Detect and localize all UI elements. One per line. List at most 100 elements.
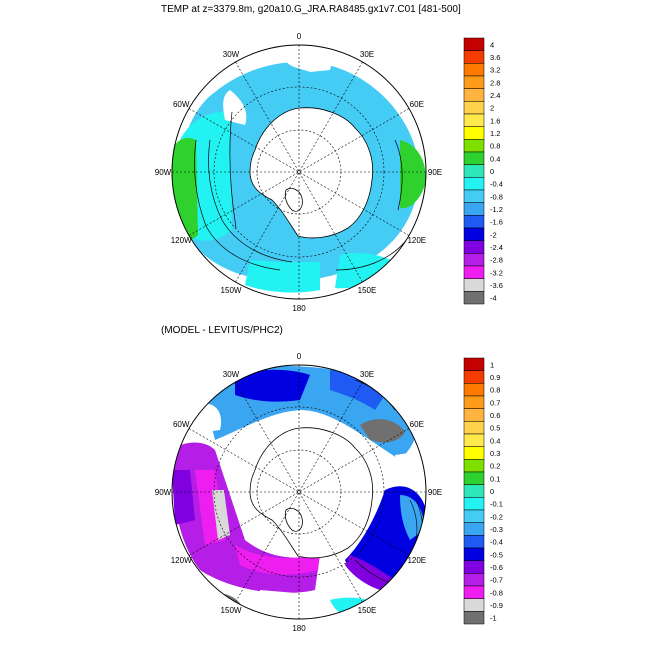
colorbar-tick-label: -0.6 — [490, 563, 503, 572]
panel-title: (MODEL - LEVITUS/PHC2) — [161, 325, 283, 336]
colorbar-swatch — [463, 253, 485, 267]
colorbar-tick-label: 0.3 — [490, 449, 500, 458]
longitude-label: 30W — [223, 50, 240, 59]
longitude-label: 60W — [173, 100, 190, 109]
colorbar-swatch — [463, 139, 485, 153]
colorbar-swatch — [463, 522, 485, 536]
colorbar-swatch — [463, 421, 485, 435]
colorbar-swatch — [463, 189, 485, 203]
colorbar-tick-label: -0.4 — [490, 538, 503, 547]
colorbar-tick-label: 0.1 — [490, 474, 500, 483]
map-graticule — [172, 365, 426, 619]
colorbar-tick-label: -4 — [490, 294, 497, 303]
colorbar-swatch — [463, 395, 485, 409]
colorbar-tick-label: -0.8 — [490, 588, 503, 597]
colorbar-tick-label: 2.4 — [490, 91, 500, 100]
longitude-label: 180 — [292, 624, 306, 633]
colorbar-tick-label: 1.2 — [490, 129, 500, 138]
longitude-label: 150W — [221, 606, 242, 615]
colorbar-swatch — [463, 459, 485, 473]
colorbar-swatch — [463, 202, 485, 216]
longitude-label: 90E — [428, 488, 442, 497]
colorbar-tick-label: -2.4 — [490, 243, 503, 252]
colorbar-swatch — [463, 75, 485, 89]
colorbar-tick-label: 0.9 — [490, 373, 500, 382]
longitude-label: 60E — [410, 100, 424, 109]
colorbar-tick-label: 0.6 — [490, 411, 500, 420]
colorbar-tick-label: -3.6 — [490, 281, 503, 290]
longitude-label: 150W — [221, 286, 242, 295]
map-boundary — [171, 44, 427, 300]
map-graticule — [172, 45, 426, 299]
longitude-label: 120W — [171, 236, 192, 245]
longitude-label: 30E — [360, 370, 374, 379]
colorbar-swatch — [463, 509, 485, 523]
colorbar-swatch — [463, 37, 485, 51]
map-boundary — [171, 364, 427, 620]
colorbar-tick-label: -2.8 — [490, 256, 503, 265]
colorbar-tick-label: -0.2 — [490, 512, 503, 521]
colorbar-tick-label: -0.3 — [490, 525, 503, 534]
colorbar-tick-label: 3.6 — [490, 53, 500, 62]
longitude-label: 180 — [292, 304, 306, 313]
colorbar-tick-label: -0.7 — [490, 576, 503, 585]
colorbar-tick-label: 0.8 — [490, 142, 500, 151]
longitude-label: 0 — [297, 352, 302, 361]
colorbar-tick-label: -0.1 — [490, 500, 503, 509]
longitude-label: 120W — [171, 556, 192, 565]
colorbar-swatch — [463, 573, 485, 587]
longitude-label: 90E — [428, 168, 442, 177]
colorbar-swatch — [463, 433, 485, 447]
colorbar-swatch — [463, 357, 485, 371]
map-field — [172, 45, 426, 299]
longitude-label: 90W — [155, 168, 172, 177]
colorbar-swatch — [463, 560, 485, 574]
colorbar-swatch — [463, 471, 485, 485]
longitude-label: 150E — [358, 606, 377, 615]
longitude-label: 0 — [297, 32, 302, 41]
colorbar-tick-label: 0.7 — [490, 398, 500, 407]
colorbar-swatch — [463, 88, 485, 102]
colorbar-tick-label: -0.8 — [490, 192, 503, 201]
colorbar-tick-label: 0 — [490, 167, 494, 176]
colorbar-tick-label: -1 — [490, 614, 497, 623]
colorbar-swatch — [463, 535, 485, 549]
colorbar-tick-label: 0.2 — [490, 462, 500, 471]
colorbar-tick-label: -0.5 — [490, 550, 503, 559]
colorbar-tick-label: 0.4 — [490, 436, 500, 445]
panel-title: TEMP at z=3379.8m, g20a10.G_JRA.RA8485.g… — [161, 4, 461, 15]
colorbar-tick-label: -1.6 — [490, 218, 503, 227]
colorbar-tick-label: 0 — [490, 487, 494, 496]
longitude-label: 30W — [223, 370, 240, 379]
colorbar-tick-label: -0.4 — [490, 180, 503, 189]
colorbar-tick-label: 2 — [490, 104, 494, 113]
colorbar-swatch — [463, 547, 485, 561]
colorbar-swatch — [463, 291, 485, 305]
colorbar-swatch — [463, 177, 485, 191]
longitude-label: 60E — [410, 420, 424, 429]
colorbar-swatch — [463, 113, 485, 127]
longitude-labels: 0 30E 60E 90E 120E 150E 180 150W 120W 90W 60W 30W — [155, 32, 442, 313]
longitude-label: 30E — [360, 50, 374, 59]
colorbar-tick-label: 3.2 — [490, 66, 500, 75]
panel-bottom-difference: (MODEL - LEVITUS/PHC2) — [155, 325, 503, 633]
longitude-label: 90W — [155, 488, 172, 497]
colorbar-swatch — [463, 484, 485, 498]
colorbar-swatch — [463, 101, 485, 115]
longitude-labels: 0 30E 60E 90E 120E 150E 180 150W 120W 90W 60W 30W — [155, 352, 442, 633]
antarctica-landmass — [249, 427, 374, 559]
longitude-label: 60W — [173, 420, 190, 429]
colorbar-tick-label: 4 — [490, 40, 494, 49]
colorbar-tick-label: 1 — [490, 360, 494, 369]
colorbar-swatch — [463, 265, 485, 279]
colorbar-swatch — [463, 240, 485, 254]
colorbar-swatch — [463, 408, 485, 422]
longitude-label: 120E — [407, 556, 426, 565]
longitude-label: 150E — [358, 286, 377, 295]
colorbar-swatch — [463, 126, 485, 140]
panel-top-temperature: TEMP at z=3379.8m, g20a10.G_JRA.RA8485.g… — [155, 4, 503, 313]
colorbar-tick-label: 2.8 — [490, 78, 500, 87]
colorbar-swatch — [463, 611, 485, 625]
colorbar: 4 3.6 3.2 2.8 2.4 2 1.6 1.2 0.8 0.4 0 -0.4 -0.8 -1.2 -… — [463, 37, 503, 305]
